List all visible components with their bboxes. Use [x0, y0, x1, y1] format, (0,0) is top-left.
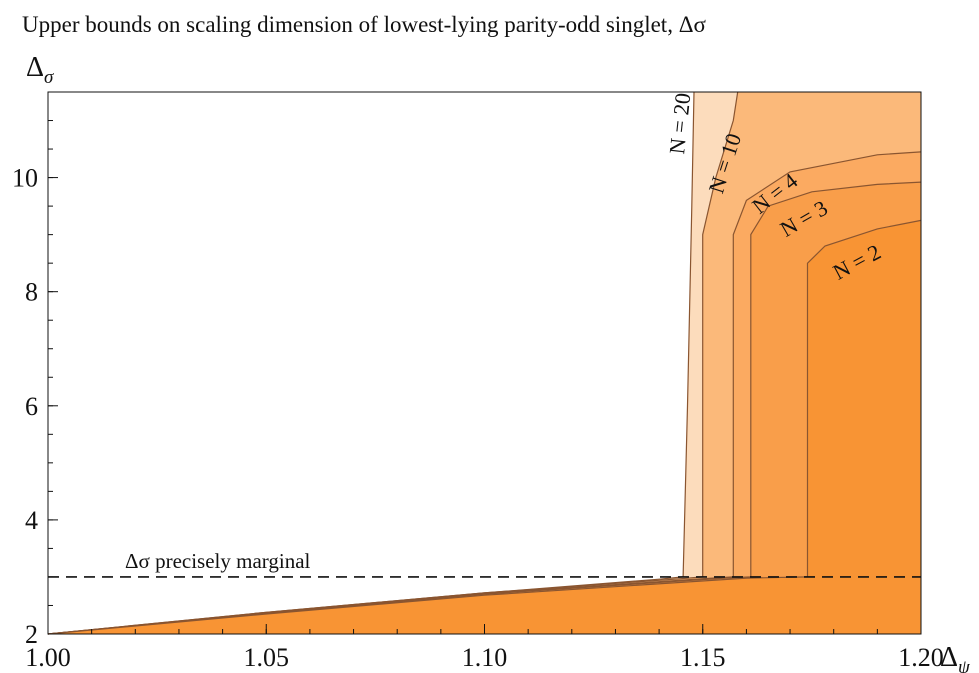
region-n-2 — [48, 220, 921, 634]
y-tick-label: 4 — [25, 506, 38, 535]
curve-label-n-20: N = 20 — [664, 92, 695, 156]
y-tick-label: 8 — [25, 278, 38, 307]
x-tick-label: 1.15 — [680, 643, 726, 672]
tick-layer: 1.00 1.05 1.10 1.15 1.20 2 4 6 8 10 — [12, 91, 944, 672]
x-tick-label: 1.00 — [25, 643, 71, 672]
y-tick-label: 6 — [25, 392, 38, 421]
y-tick-label: 10 — [12, 164, 38, 193]
region-layer — [47, 91, 922, 635]
x-tick-label: 1.20 — [898, 643, 944, 672]
x-tick-label: 1.05 — [244, 643, 290, 672]
y-axis-label: Δσ — [26, 52, 54, 88]
marginal-annotation: Δσ precisely marginal — [125, 549, 311, 573]
chart-title: Upper bounds on scaling dimension of low… — [22, 12, 706, 37]
x-tick-label: 1.10 — [462, 643, 508, 672]
x-axis-label: Δψ — [940, 642, 971, 673]
axis-title-layer: Δσ Δψ — [26, 52, 971, 673]
boundary-n-3 — [47, 181, 922, 635]
y-tick-label: 2 — [25, 620, 38, 649]
